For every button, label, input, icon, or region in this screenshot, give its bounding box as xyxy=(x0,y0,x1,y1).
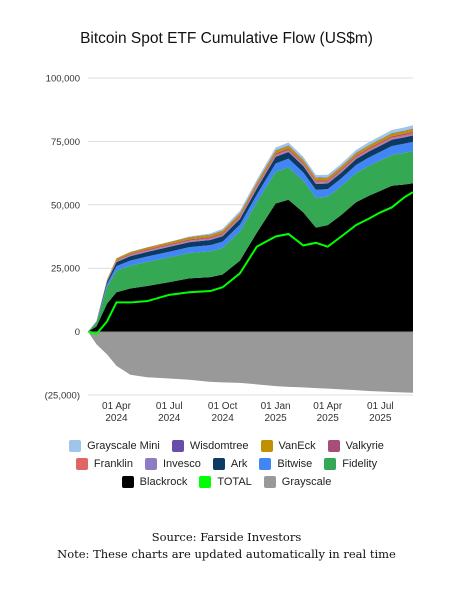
legend-label: Fidelity xyxy=(342,458,378,470)
legend-swatch xyxy=(212,458,225,470)
legend-item: Valkyrie xyxy=(327,440,384,452)
legend-label: TOTAL xyxy=(217,476,252,488)
legend-swatch xyxy=(260,440,273,452)
legend-swatch xyxy=(69,440,82,452)
legend-item: Blackrock xyxy=(121,476,188,488)
series-total-line xyxy=(87,191,414,336)
legend-swatch xyxy=(259,458,272,470)
y-tick-label: 100,000 xyxy=(46,74,80,85)
area-fidelity xyxy=(88,151,413,332)
legend: Grayscale Mini Wisdomtree VanEck Valkyrie Fr… xyxy=(0,440,453,494)
legend-swatch xyxy=(327,440,340,452)
source-text: Source: Farside Investors xyxy=(151,530,302,544)
area-bitwise xyxy=(88,141,413,332)
legend-row: Grayscale Mini Wisdomtree VanEck Valkyrie xyxy=(0,440,453,452)
x-tick-label: 01 Apr xyxy=(102,401,132,412)
x-tick-year: 2024 xyxy=(158,413,181,424)
chart-title: Bitcoin Spot ETF Cumulative Flow (US$m) xyxy=(80,30,373,47)
x-tick-label: 01 Jan xyxy=(261,401,291,412)
legend-label: Blackrock xyxy=(139,476,188,488)
stacked-areas xyxy=(88,125,413,393)
area-grayscale xyxy=(88,331,413,393)
legend-item: Franklin xyxy=(75,458,133,470)
legend-swatch xyxy=(171,440,184,452)
legend-item: Ark xyxy=(212,458,248,470)
legend-label: Ark xyxy=(230,458,248,470)
legend-swatch xyxy=(199,476,212,488)
y-tick-label: 25,000 xyxy=(51,264,80,275)
legend-item: Fidelity xyxy=(324,458,377,470)
x-tick-label: 01 Apr xyxy=(313,401,343,412)
x-tick-year: 2024 xyxy=(212,413,235,424)
legend-label: Invesco xyxy=(163,458,201,470)
x-tick-year: 2025 xyxy=(369,413,392,424)
legend-row: Franklin Invesco Ark Bitwise Fidelity xyxy=(0,458,453,470)
legend-item: TOTAL xyxy=(199,476,252,488)
legend-label: Grayscale Mini xyxy=(87,440,160,452)
y-tick-label: (25,000) xyxy=(45,391,80,402)
x-tick-label: 01 Jul xyxy=(367,401,394,412)
x-tick-year: 2025 xyxy=(317,413,340,424)
legend-label: Bitwise xyxy=(277,458,313,470)
legend-item: Grayscale Mini xyxy=(69,440,160,452)
legend-swatch xyxy=(75,458,88,470)
chart-area: 100,000 75,000 50,000 25,000 0 (25,000) 01 Ap… xyxy=(45,74,414,424)
legend-swatch xyxy=(121,476,134,488)
legend-swatch xyxy=(145,458,157,470)
legend-label: VanEck xyxy=(278,440,316,452)
y-tick-label: 75,000 xyxy=(51,137,80,148)
legend-label: Wisdomtree xyxy=(189,440,249,452)
y-tick-label: 0 xyxy=(75,327,80,338)
legend-label: Franklin xyxy=(93,458,133,470)
legend-item: VanEck xyxy=(260,440,316,452)
legend-label: Valkyrie xyxy=(345,440,384,452)
area-ark xyxy=(88,135,413,332)
legend-item: Invesco xyxy=(145,458,201,470)
x-tick-year: 2024 xyxy=(105,413,128,424)
legend-swatch xyxy=(324,458,337,470)
y-axis-ticks: 100,000 75,000 50,000 25,000 0 (25,000) xyxy=(45,74,80,402)
total-line xyxy=(87,191,414,336)
x-tick-label: 01 Jul xyxy=(156,401,183,412)
x-tick-year: 2025 xyxy=(264,413,287,424)
note-text: Note: These charts are updated automatic… xyxy=(57,547,396,561)
legend-swatch xyxy=(263,476,276,488)
legend-label: Grayscale xyxy=(281,476,332,488)
legend-item: Bitwise xyxy=(259,458,312,470)
legend-row: Blackrock TOTAL Grayscale xyxy=(0,476,453,488)
y-tick-label: 50,000 xyxy=(51,200,80,211)
legend-item: Wisdomtree xyxy=(171,440,249,452)
x-tick-label: 01 Oct xyxy=(208,401,238,412)
legend-item: Grayscale xyxy=(263,476,332,488)
